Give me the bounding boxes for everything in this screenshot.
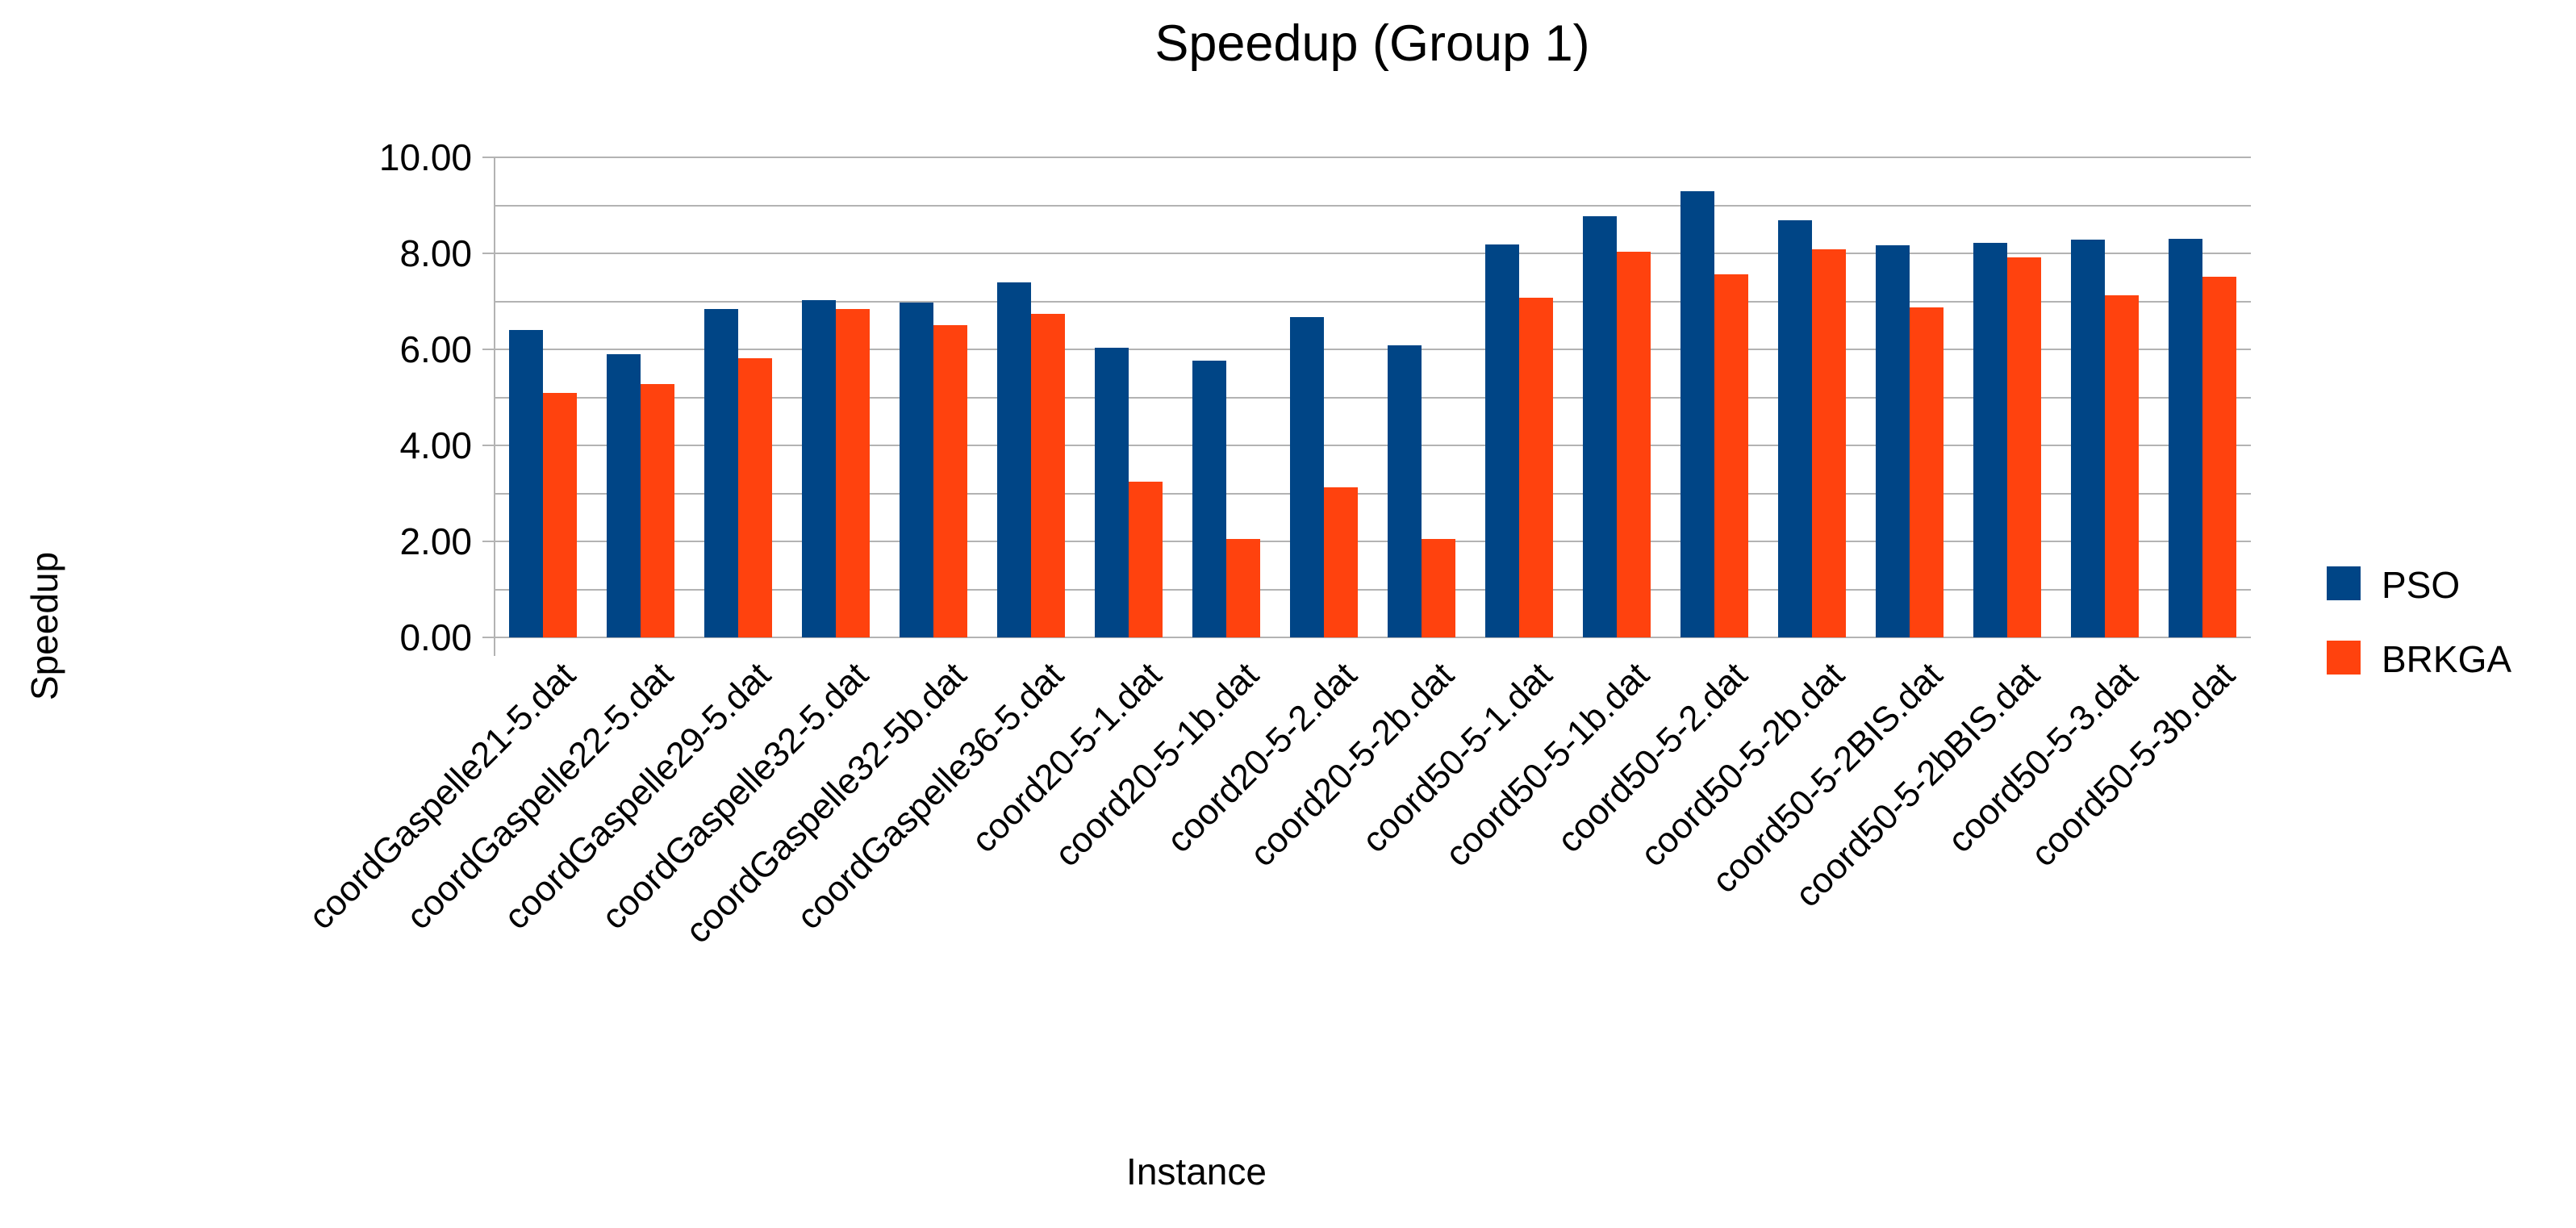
- gridline-9: [494, 204, 2251, 207]
- y-tick-label-0.00: 0.00: [399, 616, 472, 658]
- y-tick-label-10.00: 10.00: [378, 136, 472, 178]
- gridline-10: [482, 157, 2251, 158]
- gridline-3: [494, 492, 2251, 495]
- bar-pso-coord20-5-1b.dat: [1192, 360, 1226, 637]
- bar-brkga-coordGaspelle32-5.dat: [835, 309, 870, 637]
- y-axis-line: [494, 157, 495, 656]
- legend-label-pso: PSO: [2382, 564, 2461, 606]
- bar-pso-coord50-5-3.dat: [2070, 239, 2105, 637]
- bar-brkga-coord20-5-1b.dat: [1225, 539, 1260, 637]
- plot-area: [482, 157, 2251, 638]
- gridline-4: [482, 445, 2251, 446]
- bar-pso-coordGaspelle21-5.dat: [508, 330, 543, 637]
- y-tick-label-6.00: 6.00: [399, 328, 472, 370]
- bar-pso-coord50-5-2BIS.dat: [1875, 244, 1910, 637]
- bar-brkga-coordGaspelle36-5.dat: [1030, 313, 1065, 637]
- legend-label-brkga: BRKGA: [2382, 638, 2512, 680]
- bar-pso-coord20-5-1.dat: [1094, 347, 1129, 637]
- bar-brkga-coordGaspelle29-5.dat: [737, 357, 772, 637]
- bar-pso-coordGaspelle36-5.dat: [996, 282, 1031, 637]
- bar-pso-coord50-5-2bBIS.dat: [1973, 242, 2007, 637]
- chart-title: Speedup (Group 1): [1154, 15, 1590, 72]
- bar-brkga-coord50-5-2.dat: [1714, 274, 1748, 637]
- bar-pso-coordGaspelle32-5b.dat: [899, 303, 933, 637]
- gridline-5: [494, 396, 2251, 399]
- x-axis-title: Instance: [1126, 1151, 1267, 1192]
- bar-brkga-coord50-5-3.dat: [2104, 294, 2139, 637]
- gridline-2: [482, 541, 2251, 542]
- bar-brkga-coord50-5-2bBIS.dat: [2006, 257, 2041, 637]
- bar-brkga-coord50-5-2b.dat: [1811, 249, 1846, 637]
- bar-pso-coord20-5-2.dat: [1289, 317, 1324, 637]
- bar-brkga-coord20-5-2b.dat: [1421, 539, 1455, 637]
- bar-brkga-coord20-5-2.dat: [1323, 487, 1358, 637]
- gridline-1: [494, 588, 2251, 591]
- bar-brkga-coordGaspelle21-5.dat: [542, 392, 577, 637]
- y-tick-label-4.00: 4.00: [399, 424, 472, 466]
- bar-pso-coord50-5-1.dat: [1484, 244, 1519, 637]
- bar-pso-coord20-5-2b.dat: [1387, 345, 1422, 637]
- bar-pso-coordGaspelle29-5.dat: [703, 309, 738, 637]
- bar-brkga-coord50-5-1b.dat: [1616, 252, 1651, 637]
- bar-brkga-coord50-5-1.dat: [1518, 298, 1553, 637]
- gridline-0: [482, 637, 2251, 638]
- bar-brkga-coord50-5-2BIS.dat: [1909, 307, 1943, 637]
- gridline-7: [494, 300, 2251, 303]
- gridline-8: [482, 253, 2251, 254]
- legend-swatch-pso: [2327, 566, 2361, 600]
- gridline-6: [482, 349, 2251, 350]
- bar-pso-coord50-5-2.dat: [1680, 191, 1714, 637]
- bar-brkga-coordGaspelle22-5.dat: [640, 384, 674, 637]
- bar-pso-coordGaspelle32-5.dat: [801, 300, 836, 637]
- y-tick-label-8.00: 8.00: [399, 232, 472, 274]
- bar-brkga-coord20-5-1.dat: [1128, 482, 1163, 637]
- bar-pso-coord50-5-1b.dat: [1582, 215, 1617, 637]
- legend-swatch-brkga: [2327, 641, 2361, 675]
- y-tick-label-2.00: 2.00: [399, 520, 472, 562]
- bar-brkga-coord50-5-3b.dat: [2202, 277, 2236, 637]
- bar-pso-coordGaspelle22-5.dat: [606, 353, 641, 637]
- bar-pso-coord50-5-2b.dat: [1777, 219, 1812, 637]
- bar-pso-coord50-5-3b.dat: [2168, 239, 2202, 637]
- bar-brkga-coordGaspelle32-5b.dat: [933, 324, 967, 637]
